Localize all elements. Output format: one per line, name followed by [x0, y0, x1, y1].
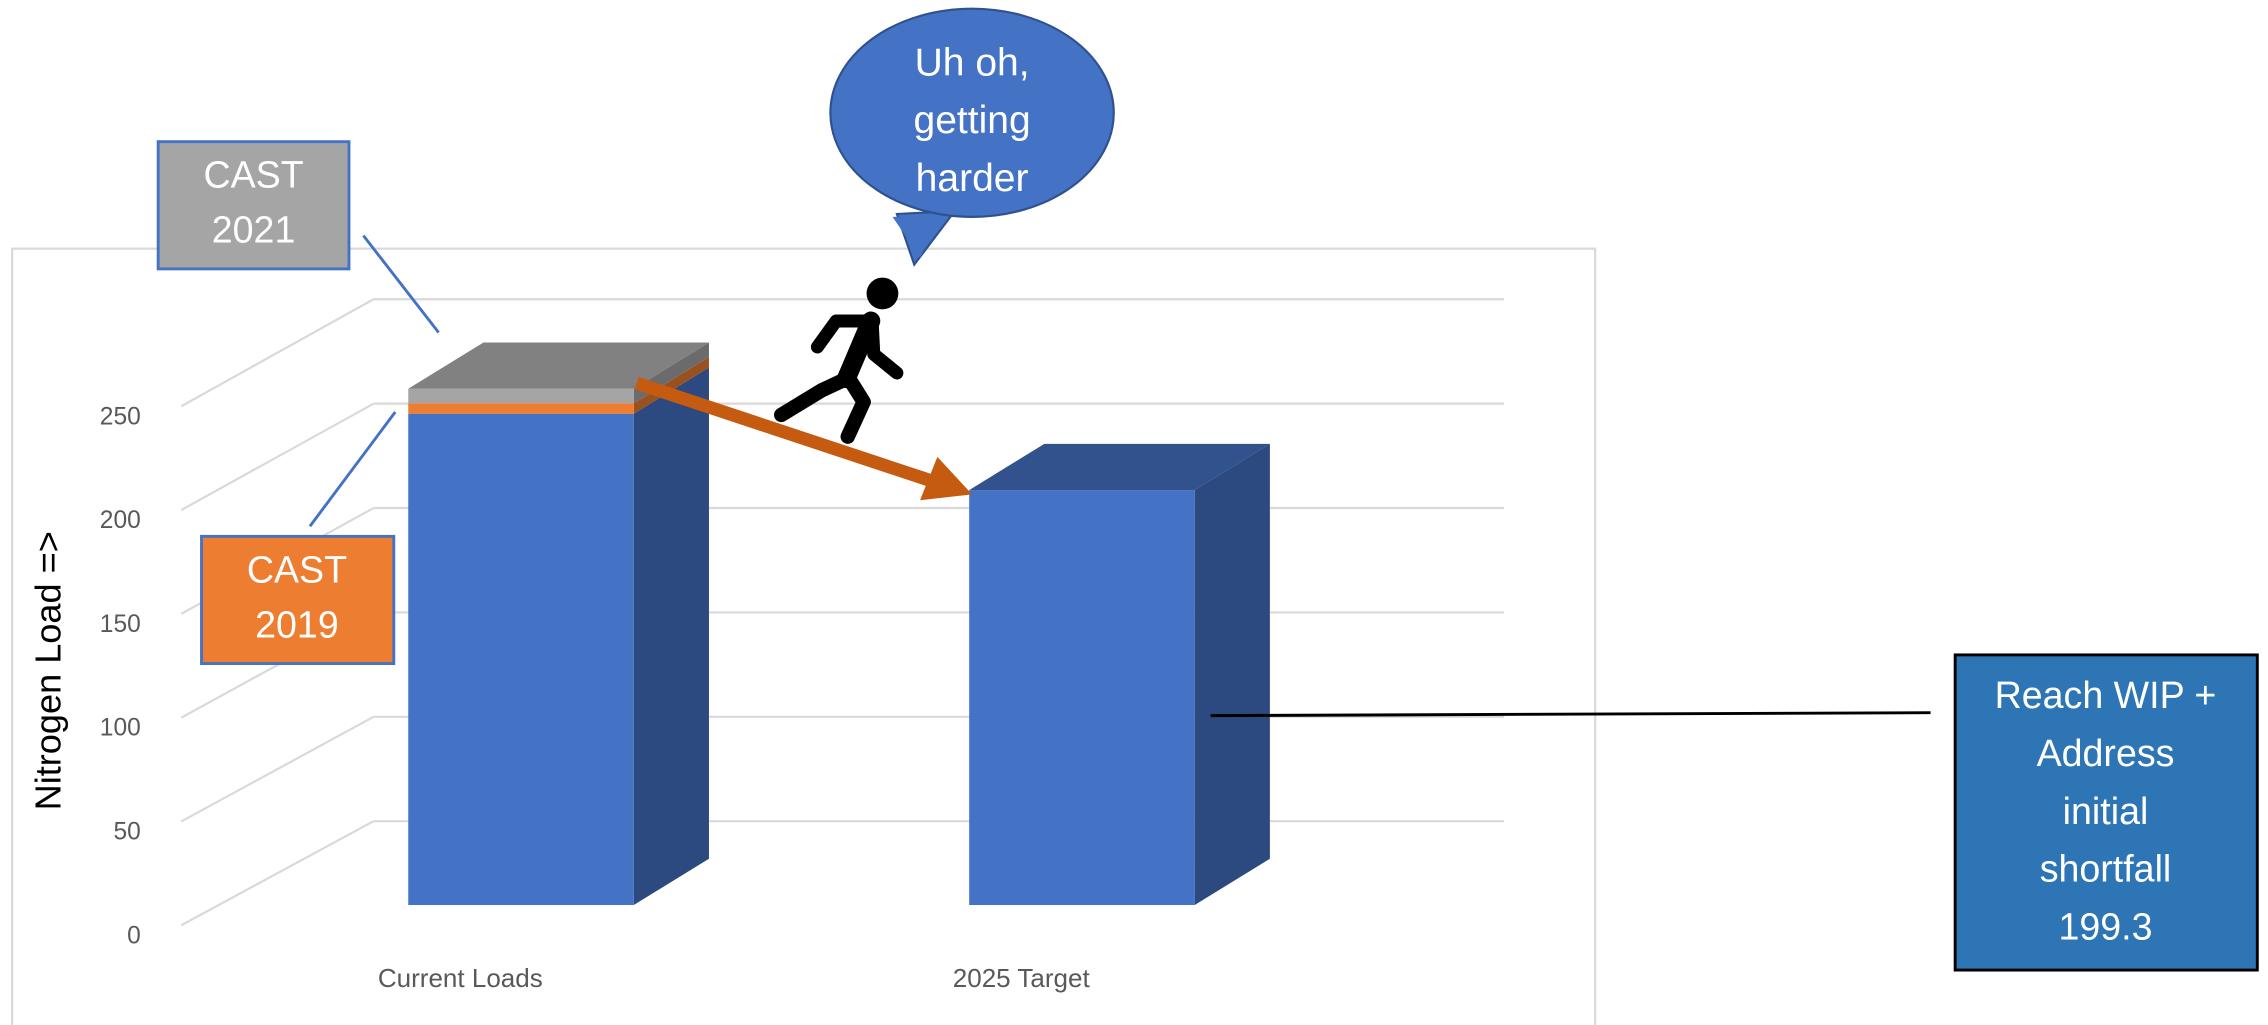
y-tick-label: 200	[100, 507, 141, 534]
annotation-text: 199.3	[2058, 906, 2152, 948]
bar-top	[969, 443, 1270, 491]
annotation-text: CAST	[203, 154, 303, 196]
y-tick-label: 100	[100, 715, 141, 742]
grid-line	[180, 820, 375, 927]
bar-side	[633, 367, 709, 906]
bar-side	[633, 357, 709, 414]
annotation-text: Reach WIP +	[1995, 674, 2217, 716]
annotations: CAST 2021 CAST 2019 Uh oh, getting harder Reach…	[203, 41, 2216, 947]
target-box	[1953, 653, 2259, 972]
speech-bubble	[829, 7, 1115, 218]
annotation-text: Uh oh,	[915, 41, 1030, 84]
callout-line	[362, 234, 440, 334]
cast-2019-box	[200, 534, 396, 666]
annotation-text: shortfall	[2040, 848, 2172, 890]
grid-line	[180, 715, 375, 823]
bar	[408, 403, 634, 414]
walking-figure	[774, 277, 904, 444]
grid-line	[180, 402, 375, 511]
annotation-text: getting	[914, 99, 1031, 142]
bar	[408, 413, 634, 906]
y-tick-label: 50	[113, 818, 140, 845]
bars: Current Loads 2025 Target	[378, 342, 1270, 993]
cast-2021-box	[156, 140, 351, 271]
x-tick-label: 2025 Target	[953, 963, 1091, 993]
bar	[969, 490, 1195, 906]
y-tick-label: 0	[127, 922, 141, 949]
bar-top	[408, 342, 709, 389]
arrow-head	[920, 456, 973, 501]
y-axis-label: Nitrogen Load =>	[28, 531, 69, 810]
arrow	[634, 376, 931, 487]
annotation-text: 2019	[255, 603, 339, 645]
bubble-tail-fill	[892, 216, 941, 258]
annotation-text: Address	[2037, 732, 2175, 774]
bar-side	[1194, 443, 1270, 906]
bar	[408, 388, 634, 404]
callout-line	[1210, 711, 1931, 718]
grid-line	[180, 298, 375, 408]
callout-line	[308, 411, 397, 528]
annotation-text: 2021	[212, 209, 296, 251]
annotation-text: harder	[916, 157, 1029, 200]
x-tick-label: Current Loads	[378, 963, 543, 993]
y-tick-label: 150	[100, 611, 141, 638]
annotation-text: CAST	[247, 548, 347, 590]
annotation-text: initial	[2063, 790, 2149, 832]
y-tick-label: 250	[100, 403, 141, 430]
